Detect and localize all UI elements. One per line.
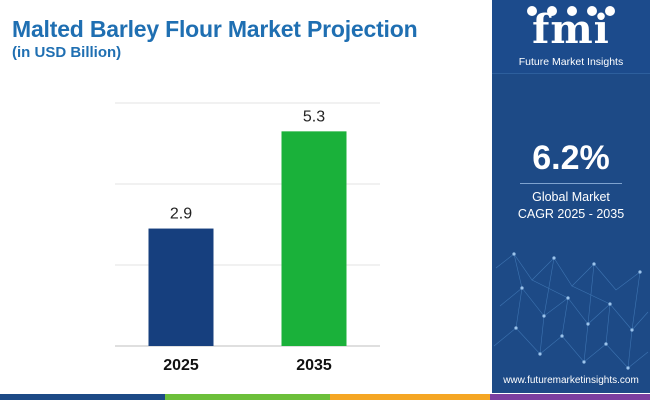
value-label-2035: 5.3 [303,108,325,125]
website-url[interactable]: www.futuremarketinsights.com [503,375,639,386]
chart-title: Malted Barley Flour Market Projection [12,16,418,42]
value-labels: 2.9 5.3 [170,108,325,222]
logo-icons [527,6,615,16]
bars [148,131,347,346]
cagr-label-line1: Global Market [532,190,610,204]
chart-subtitle: (in USD Billion) [12,44,122,61]
bar-2035 [281,131,347,346]
value-label-2025: 2.9 [170,206,192,223]
bottom-color-strip [0,394,650,400]
fmi-logo: fmi Future Market Insights [492,0,650,74]
sidebar-panel: fmi Future Market Insights 6.2% Global M… [492,0,650,393]
cagr-label-line2: CAGR 2025 - 2035 [517,207,625,221]
logo-tagline: Future Market Insights [518,56,624,68]
x-tick-2025: 2025 [163,357,199,374]
divider [520,183,622,184]
network-graphic [493,252,649,370]
logo-wordmark: fmi [532,6,610,53]
bar-2025 [148,228,214,346]
x-tick-labels: 2025 2035 [163,357,332,374]
cagr-value: 6.2% [532,139,610,177]
bar-chart: 2.9 5.3 2025 2035 [115,102,380,374]
x-tick-2035: 2035 [296,357,332,374]
